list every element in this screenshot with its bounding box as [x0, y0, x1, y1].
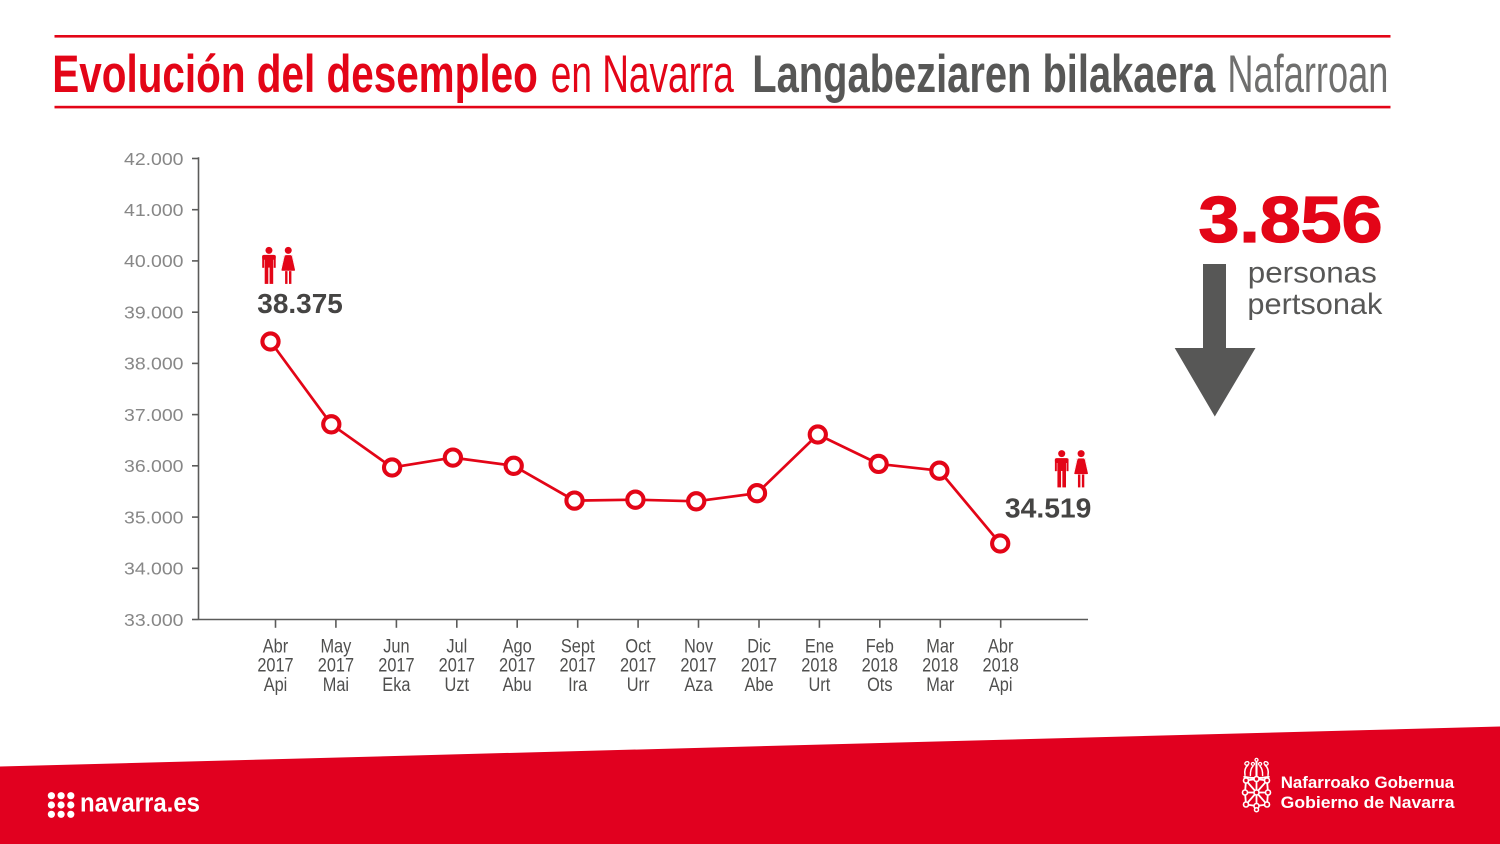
svg-text:pertsonak: pertsonak [1247, 288, 1383, 321]
svg-text:2018: 2018 [922, 656, 958, 677]
svg-text:2017: 2017 [499, 656, 535, 677]
svg-text:36.000: 36.000 [124, 456, 184, 476]
svg-text:Ago: Ago [503, 636, 532, 657]
svg-text:Dic: Dic [747, 636, 771, 657]
svg-text:Abr: Abr [988, 636, 1014, 657]
svg-text:Mar: Mar [926, 675, 955, 696]
svg-text:Api: Api [264, 675, 288, 696]
svg-text:Aza: Aza [684, 675, 713, 696]
svg-text:Oct: Oct [625, 636, 651, 657]
svg-text:38.375: 38.375 [257, 288, 343, 319]
svg-text:Mar: Mar [926, 636, 955, 657]
svg-text:2017: 2017 [378, 656, 414, 677]
svg-text:2017: 2017 [741, 656, 777, 677]
svg-text:2017: 2017 [560, 656, 596, 677]
svg-text:33.000: 33.000 [124, 610, 184, 630]
svg-text:2017: 2017 [680, 656, 716, 677]
svg-text:Ots: Ots [867, 675, 892, 696]
svg-text:Nafarroako Gobernua: Nafarroako Gobernua [1281, 773, 1455, 792]
svg-text:Ira: Ira [568, 675, 587, 696]
svg-text:Gobierno de Navarra: Gobierno de Navarra [1281, 793, 1455, 812]
svg-text:navarra.es: navarra.es [80, 787, 200, 817]
svg-text:2017: 2017 [620, 656, 656, 677]
svg-text:39.000: 39.000 [124, 303, 184, 323]
svg-text:Abu: Abu [503, 675, 532, 696]
svg-text:Abr: Abr [263, 636, 289, 657]
svg-text:37.000: 37.000 [124, 405, 184, 425]
svg-text:38.000: 38.000 [124, 354, 184, 374]
svg-text:Nov: Nov [684, 636, 714, 657]
svg-text:42.000: 42.000 [124, 149, 184, 169]
svg-text:personas: personas [1248, 257, 1377, 290]
svg-text:en Navarra: en Navarra [551, 45, 734, 104]
svg-text:Jun: Jun [383, 636, 409, 657]
svg-text:3.856: 3.856 [1199, 184, 1383, 256]
svg-text:34.519: 34.519 [1005, 492, 1092, 523]
svg-text:2017: 2017 [318, 656, 354, 677]
svg-text:35.000: 35.000 [124, 507, 184, 527]
svg-text:Eka: Eka [382, 675, 411, 696]
svg-text:2018: 2018 [801, 656, 837, 677]
svg-text:Nafarroan: Nafarroan [1227, 45, 1388, 104]
svg-text:Abe: Abe [744, 675, 773, 696]
svg-text:2017: 2017 [257, 656, 293, 677]
svg-text:Mai: Mai [323, 675, 349, 696]
svg-text:34.000: 34.000 [124, 559, 184, 579]
svg-text:40.000: 40.000 [124, 251, 184, 271]
svg-text:2017: 2017 [439, 656, 475, 677]
svg-text:May: May [320, 636, 351, 657]
svg-text:Ene: Ene [805, 636, 834, 657]
svg-text:Jul: Jul [446, 636, 467, 657]
svg-text:Evolución del desempleo: Evolución del desempleo [52, 45, 538, 104]
svg-text:Urr: Urr [627, 675, 650, 696]
svg-text:41.000: 41.000 [124, 200, 184, 220]
svg-text:Api: Api [989, 675, 1013, 696]
svg-text:2018: 2018 [862, 656, 898, 677]
svg-text:Feb: Feb [866, 636, 894, 657]
svg-text:2018: 2018 [983, 656, 1019, 677]
svg-text:Langabeziaren bilakaera: Langabeziaren bilakaera [752, 45, 1215, 104]
svg-text:Urt: Urt [809, 675, 831, 696]
svg-text:Sept: Sept [561, 636, 595, 657]
svg-text:Uzt: Uzt [445, 675, 470, 696]
